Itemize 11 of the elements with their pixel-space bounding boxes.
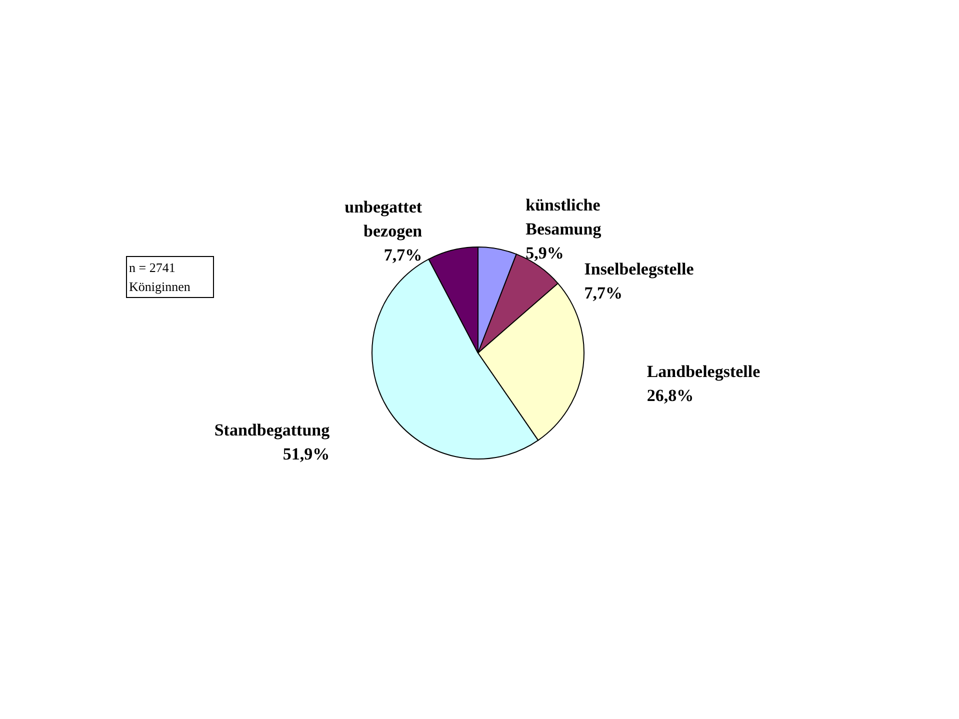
- data-label: 26,8%: [646, 386, 694, 405]
- slice-label: Landbelegstelle: [646, 362, 761, 381]
- slice-label: Standbegattung: [214, 420, 330, 440]
- slice-label: unbegattet bezogen: [344, 197, 423, 240]
- data-label: 7,7%: [384, 245, 422, 264]
- data-label: 5,9%: [526, 244, 564, 263]
- data-label: 51,9%: [282, 444, 330, 464]
- data-label: 7,7%: [584, 284, 622, 303]
- text: n = 2741 Königinnen: [126, 256, 214, 298]
- slice-label: künstliche Besamung: [526, 196, 602, 239]
- slice-label: Inselbelegstelle: [584, 260, 694, 279]
